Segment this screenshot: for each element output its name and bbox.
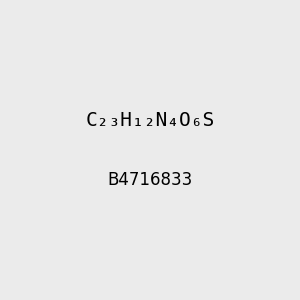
Text: C₂₃H₁₂N₄O₆S: C₂₃H₁₂N₄O₆S [85,110,214,130]
Text: B4716833: B4716833 [107,171,193,189]
